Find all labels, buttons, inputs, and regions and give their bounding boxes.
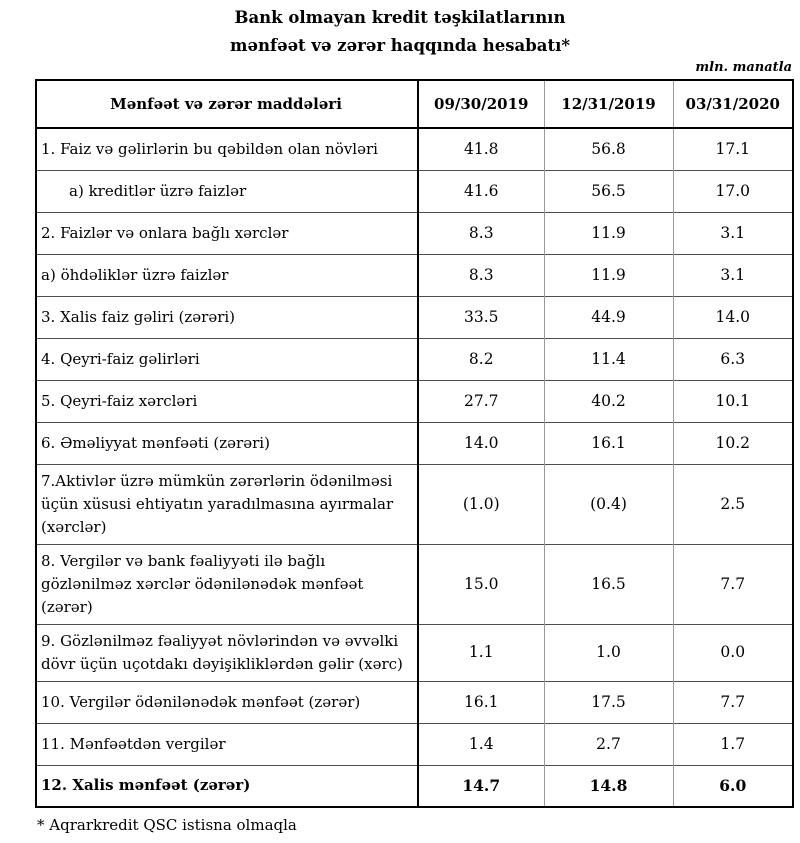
table-row: 6. Əməliyyat mənfəəti (zərəri) 14.0 16.1 10…: [36, 421, 793, 464]
row-label: 2. Faizlər və onlara bağlı xərclər: [36, 211, 419, 254]
row-value: 15.0: [418, 543, 544, 624]
row-value: 0.0: [672, 623, 793, 681]
row-value: 10.1: [672, 379, 793, 422]
row-label: 3. Xalis faiz gəliri (zərəri): [36, 295, 419, 338]
row-label: 1. Faiz və gəlirlərin bu qəbildən olan n…: [36, 127, 419, 170]
row-label: a) kreditlər üzrə faizlər: [36, 169, 419, 212]
table-row: 12. Xalis mənfəət (zərər) 14.7 14.8 6.0: [36, 764, 793, 807]
row-label: 8. Vergilər və bank fəaliyyəti ilə bağlı…: [36, 543, 419, 624]
row-value: 6.3: [672, 337, 793, 380]
row-label: 9. Gözlənilməz fəaliyyət növlərindən və …: [36, 623, 419, 681]
profit-loss-table: Mənfəət və zərər maddələri 09/30/2019 12/3…: [35, 79, 794, 808]
row-value: 16.1: [543, 421, 673, 464]
table-row: 11. Mənfəətdən vergilər 1.4 2.7 1.7: [36, 722, 793, 765]
table-header-row: Mənfəət və zərər maddələri 09/30/2019 12/3…: [36, 79, 793, 129]
row-value: 7.7: [672, 680, 793, 723]
row-value: 1.4: [418, 722, 544, 765]
row-value: (0.4): [543, 463, 673, 544]
row-label: 11. Mənfəətdən vergilər: [36, 722, 419, 765]
table-row: 5. Qeyri-faiz xərcləri 27.7 40.2 10.1: [36, 379, 793, 422]
row-value: 11.9: [543, 211, 673, 254]
row-value: 14.8: [543, 764, 673, 807]
row-label: 12. Xalis mənfəət (zərər): [36, 764, 419, 807]
row-value: 1.0: [543, 623, 673, 681]
row-value: 3.1: [672, 211, 793, 254]
row-value: 10.2: [672, 421, 793, 464]
row-label: 6. Əməliyyat mənfəəti (zərəri): [36, 421, 419, 464]
column-header-date: 09/30/2019: [418, 79, 544, 129]
row-value: 33.5: [418, 295, 544, 338]
row-value: 8.2: [418, 337, 544, 380]
table-body: 1. Faiz və gəlirlərin bu qəbildən olan n…: [36, 127, 793, 807]
row-value: 7.7: [672, 543, 793, 624]
footnote: * Aqrarkredit QSC istisna olmaqla: [37, 816, 297, 834]
row-value: 8.3: [418, 253, 544, 296]
row-value: 1.1: [418, 623, 544, 681]
row-value: 17.5: [543, 680, 673, 723]
row-value: 8.3: [418, 211, 544, 254]
row-value: 17.1: [672, 127, 793, 170]
row-label: 10. Vergilər ödənilənədək mənfəət (zərər…: [36, 680, 419, 723]
table-row: 2. Faizlər və onlara bağlı xərclər 8.3 11.…: [36, 211, 793, 254]
row-value: (1.0): [418, 463, 544, 544]
row-value: 56.8: [543, 127, 673, 170]
report-title-line1: Bank olmayan kredit təşkilatlarının: [234, 8, 566, 27]
row-value: 6.0: [672, 764, 793, 807]
row-label: a) öhdəliklər üzrə faizlər: [36, 253, 419, 296]
table-row: 3. Xalis faiz gəliri (zərəri) 33.5 44.9 14.…: [36, 295, 793, 338]
table-row: 1. Faiz və gəlirlərin bu qəbildən olan n…: [36, 127, 793, 170]
row-value: 44.9: [543, 295, 673, 338]
column-header-date: 03/31/2020: [672, 79, 793, 129]
row-label: 7.Aktivlər üzrə mümkün zərərlərin ödənil…: [36, 463, 419, 544]
table-row: a) öhdəliklər üzrə faizlər 8.3 11.9 3.1: [36, 253, 793, 296]
row-value: 56.5: [543, 169, 673, 212]
row-value: 16.5: [543, 543, 673, 624]
row-value: 14.0: [672, 295, 793, 338]
table-row: 7.Aktivlər üzrə mümkün zərərlərin ödənil…: [36, 463, 793, 544]
row-value: 11.9: [543, 253, 673, 296]
row-value: 2.7: [543, 722, 673, 765]
table-row: 4. Qeyri-faiz gəlirləri 8.2 11.4 6.3: [36, 337, 793, 380]
table-row: 10. Vergilər ödənilənədək mənfəət (zərər…: [36, 680, 793, 723]
column-header-date: 12/31/2019: [543, 79, 673, 129]
row-value: 3.1: [672, 253, 793, 296]
row-value: 41.8: [418, 127, 544, 170]
report-title: Bank olmayan kredit təşkilatlarının mənf…: [0, 4, 800, 60]
report-title-line2: mənfəət və zərər haqqında hesabatı*: [230, 36, 570, 55]
row-label: 4. Qeyri-faiz gəlirləri: [36, 337, 419, 380]
row-value: 1.7: [672, 722, 793, 765]
row-value: 2.5: [672, 463, 793, 544]
row-value: 40.2: [543, 379, 673, 422]
row-value: 16.1: [418, 680, 544, 723]
table-row: a) kreditlər üzrə faizlər 41.6 56.5 17.0: [36, 169, 793, 212]
row-label: 5. Qeyri-faiz xərcləri: [36, 379, 419, 422]
row-value: 27.7: [418, 379, 544, 422]
unit-note: mln. manatla: [695, 60, 792, 75]
column-header-items: Mənfəət və zərər maddələri: [36, 79, 419, 129]
row-value: 11.4: [543, 337, 673, 380]
row-value: 14.0: [418, 421, 544, 464]
table-row: 9. Gözlənilməz fəaliyyət növlərindən və …: [36, 623, 793, 681]
row-value: 17.0: [672, 169, 793, 212]
row-value: 14.7: [418, 764, 544, 807]
row-value: 41.6: [418, 169, 544, 212]
table-row: 8. Vergilər və bank fəaliyyəti ilə bağlı…: [36, 543, 793, 624]
